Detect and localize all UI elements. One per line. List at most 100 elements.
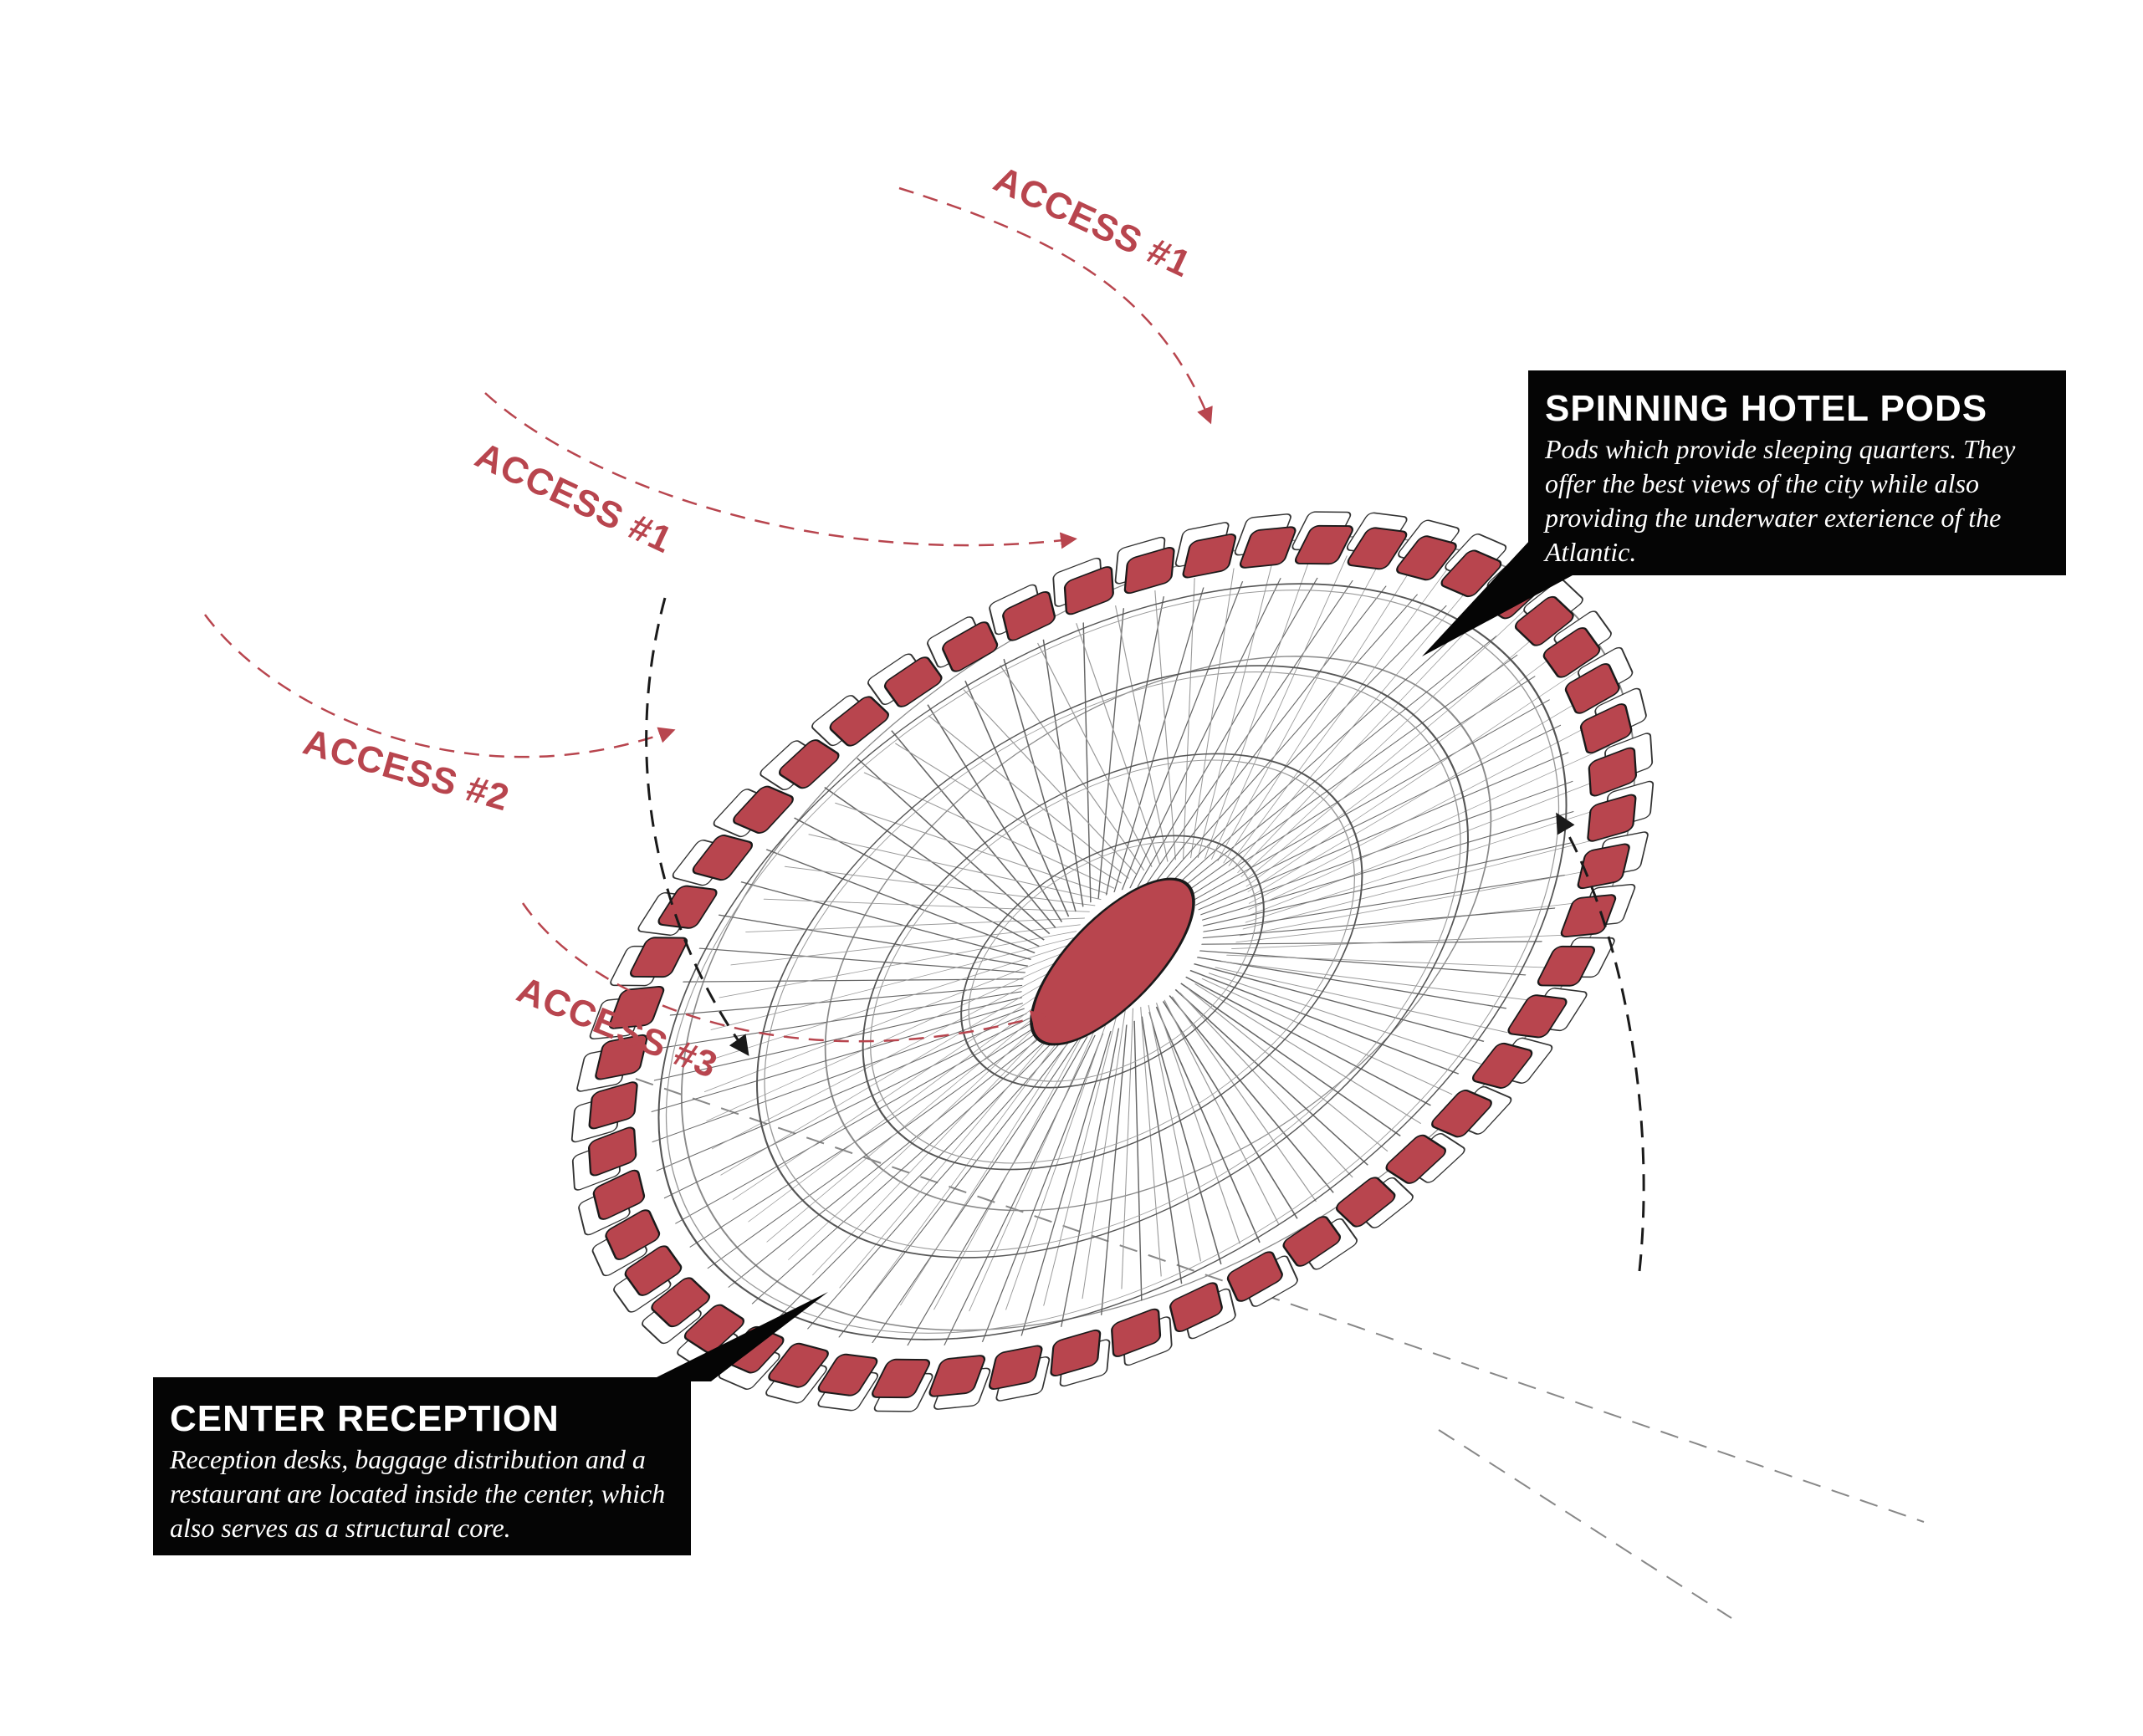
spoke xyxy=(1158,594,1419,887)
hotel-pod xyxy=(642,1277,711,1345)
spoke xyxy=(663,1018,1030,1199)
hotel-pod xyxy=(1291,511,1353,565)
spoke xyxy=(907,1036,1088,1346)
pod-face xyxy=(1282,1216,1342,1267)
spoke-back xyxy=(720,968,1068,1176)
hotel-pod xyxy=(1385,1132,1465,1184)
pods-callout: SPINNING HOTEL PODS Pods which provide s… xyxy=(1528,370,2066,575)
hotel-pod xyxy=(610,937,688,987)
hotel-pod xyxy=(1542,610,1612,678)
hotel-pod xyxy=(570,1081,638,1143)
rotation-arrow-left xyxy=(645,597,749,1056)
spoke-back xyxy=(766,985,1073,1243)
spoke xyxy=(1195,724,1562,906)
spoke-back xyxy=(1245,644,1568,887)
hotel-pod xyxy=(927,616,999,672)
spoke-back xyxy=(1245,804,1611,923)
spoke xyxy=(1177,636,1497,892)
spoke-back xyxy=(706,957,1068,1122)
pod-face xyxy=(1560,894,1617,938)
wheel-rings xyxy=(657,583,1568,1340)
ring xyxy=(657,583,1568,1340)
reception-callout: CENTER RECEPTION Reception desks, baggag… xyxy=(153,1377,691,1555)
pod-face xyxy=(1002,590,1056,641)
spoke-back xyxy=(1242,836,1606,930)
pod-face xyxy=(629,937,688,978)
access-arrow-3 xyxy=(521,902,1048,1043)
hotel-pod xyxy=(591,1209,661,1277)
ring-inner xyxy=(665,590,1560,1334)
spoke-back xyxy=(1217,557,1383,861)
access-label-2: ACCESS #2 xyxy=(299,722,514,819)
hotel-pod xyxy=(637,885,718,937)
ring xyxy=(862,753,1363,1171)
hotel-pod xyxy=(1226,1251,1298,1307)
pod-face xyxy=(768,1342,829,1388)
hotel-pod xyxy=(988,1345,1051,1402)
spoke-back xyxy=(787,989,1076,1260)
spoke-back xyxy=(894,743,1122,884)
spoke-back xyxy=(1140,1006,1162,1277)
spoke-back xyxy=(1231,934,1571,950)
spoke xyxy=(1200,780,1573,916)
spoke-back xyxy=(1189,568,1235,859)
pod-face xyxy=(988,1345,1043,1391)
reception-callout-title: CENTER RECEPTION xyxy=(170,1398,560,1439)
spoke-back xyxy=(1237,591,1505,873)
pod-face xyxy=(592,1169,646,1220)
spoke-back xyxy=(1233,579,1477,870)
spoke-back xyxy=(1248,717,1605,904)
pod-face xyxy=(1226,1251,1283,1302)
pods-callout-body: Pods which provide sleeping quarters. Th… xyxy=(1545,434,2016,568)
spoke-back xyxy=(1201,978,1453,1095)
spoke xyxy=(1129,578,1281,889)
rotation-arrow-right xyxy=(1556,812,1645,1272)
pod-face xyxy=(817,1353,878,1396)
spoke xyxy=(1121,581,1244,891)
hotel-pod xyxy=(1346,512,1408,570)
hotel-pod xyxy=(817,1353,879,1412)
pod-face xyxy=(1507,994,1568,1039)
pod-face xyxy=(692,835,754,881)
ring-inner xyxy=(968,841,1257,1082)
hotel-pod xyxy=(1234,513,1297,569)
spoke-back xyxy=(1194,983,1422,1125)
hotel-pod xyxy=(1514,579,1583,646)
spoke-back xyxy=(1243,624,1550,882)
spoke-back xyxy=(1043,1008,1119,1306)
hotel-pod xyxy=(1050,1329,1111,1387)
hotel-pod xyxy=(1169,1282,1236,1340)
hotel-pod xyxy=(1431,1085,1512,1138)
reception-callout-pointer xyxy=(648,1292,828,1381)
pod-face xyxy=(1182,533,1237,579)
axis-line-lower xyxy=(1438,1429,1732,1619)
pod-face xyxy=(651,1277,711,1328)
spoke xyxy=(778,1035,1060,1319)
hotel-pod xyxy=(811,695,889,747)
center-reception-core xyxy=(1030,877,1195,1046)
spoke-back xyxy=(1155,1002,1240,1244)
spoke xyxy=(891,730,1056,928)
spoke-back xyxy=(1248,745,1610,911)
pod-face xyxy=(1063,566,1114,615)
access-arrow-1a xyxy=(898,186,1213,425)
hotel-pod xyxy=(1282,1216,1358,1270)
spoke-back xyxy=(1121,1008,1134,1289)
spoke-back xyxy=(1208,973,1482,1065)
spoke-back xyxy=(710,937,1074,1031)
hotel-pod xyxy=(928,1355,991,1410)
spoke-back xyxy=(1247,666,1584,892)
spoke-back xyxy=(834,802,1108,895)
access-arrow-1b xyxy=(484,392,1077,549)
access-label-1-top: ACCESS #1 xyxy=(988,159,1197,286)
spoke-back xyxy=(863,772,1115,889)
hotel-pod xyxy=(1052,557,1114,615)
hotel-pod xyxy=(713,785,794,838)
pod-face xyxy=(1336,1177,1396,1228)
hotel-pod xyxy=(1564,646,1634,714)
spoke-back xyxy=(1076,622,1161,865)
pod-face xyxy=(1050,1329,1102,1377)
spoke xyxy=(740,881,1031,960)
spoke-back xyxy=(899,1003,1093,1305)
spoke-back xyxy=(1246,774,1613,917)
